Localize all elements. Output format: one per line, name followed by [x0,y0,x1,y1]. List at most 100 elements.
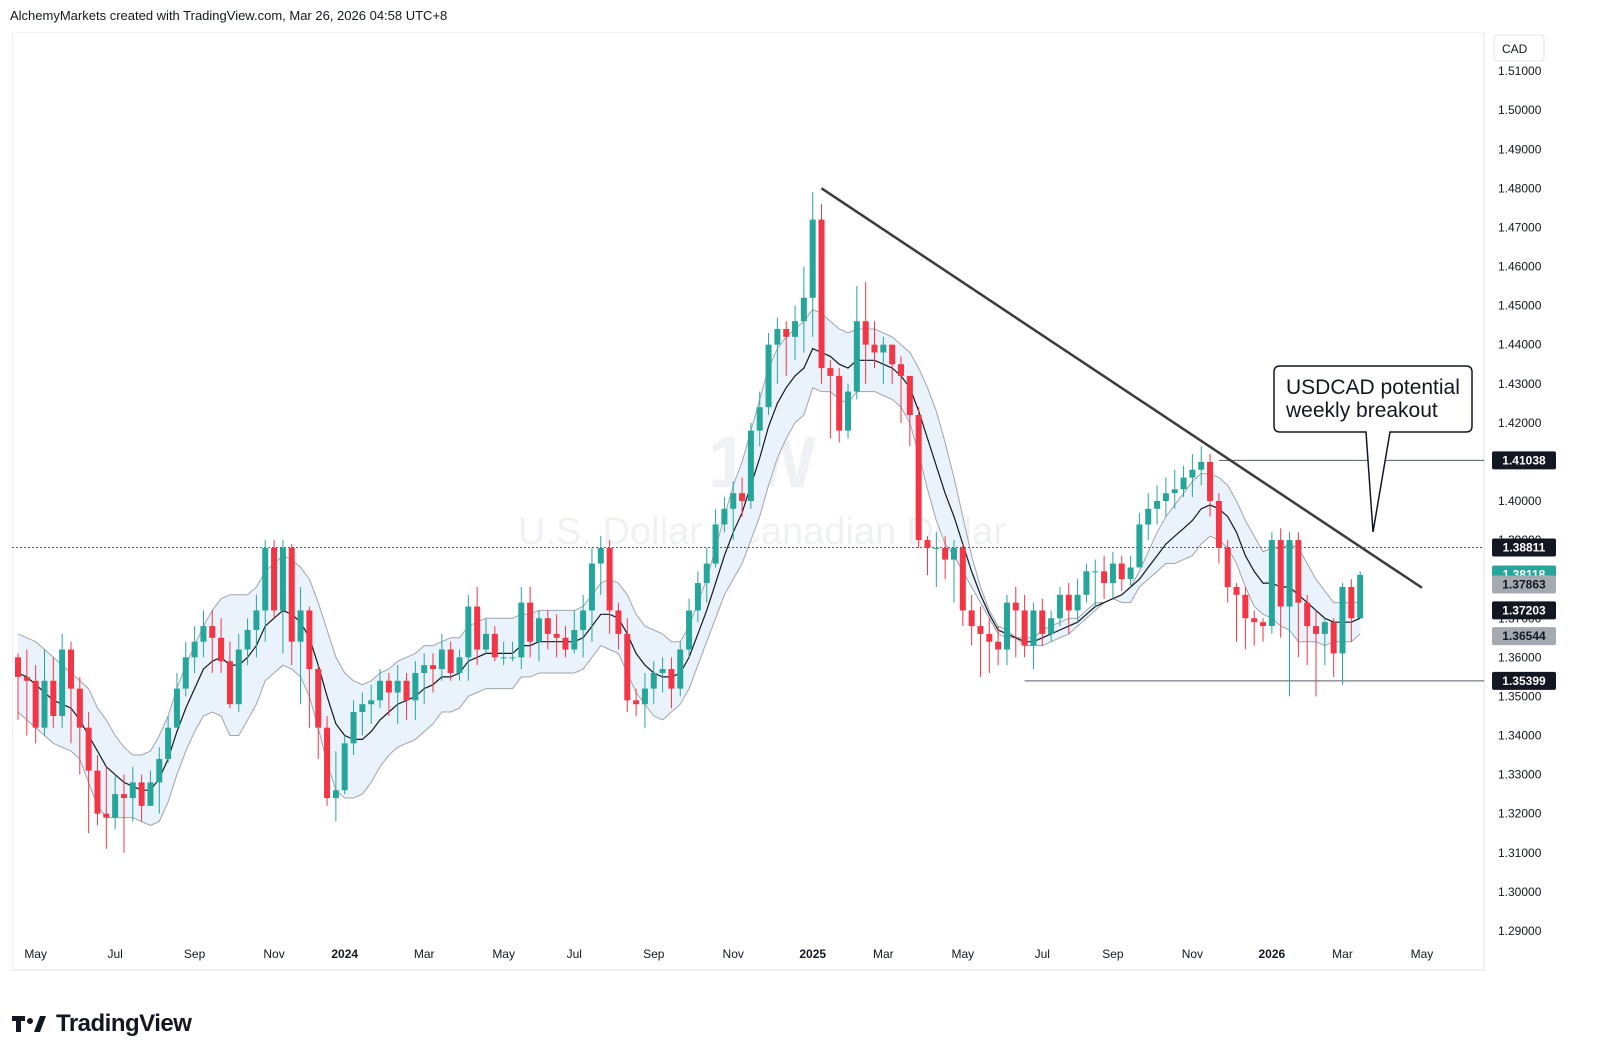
candle-body [1304,602,1311,627]
candle-body [306,610,313,670]
candle-body [1127,567,1134,580]
candle-body [924,540,931,548]
candle-body [1136,524,1143,568]
y-tick-label: 1.34000 [1498,729,1542,743]
callout-line1: USDCAD potential [1286,376,1460,399]
candle-body [562,637,569,650]
x-tick-label: May [951,947,974,961]
candle-body [1048,618,1055,634]
callout-bubble [1273,365,1473,533]
candle-body [730,493,737,509]
price-tag-box [1492,671,1556,690]
candle-body [226,661,233,705]
candle-body [527,602,534,642]
candle-body [103,813,110,818]
candle-body [659,669,666,673]
band-lower-line [17,387,1361,826]
x-tick-label: May [24,947,47,961]
candle-body [765,344,772,408]
candle-body [633,700,640,705]
callout-line2: weekly breakout [1285,399,1438,422]
x-tick-label: May [492,947,515,961]
y-tick-label: 1.33000 [1498,768,1542,782]
candle-body [297,610,304,642]
candle-body [271,547,278,611]
y-tick-label: 1.32000 [1498,807,1542,821]
candle-body [580,610,587,630]
x-tick-label: Nov [723,947,744,961]
candle-body [1330,622,1337,654]
tradingview-logo[interactable]: TradingView [12,1010,192,1038]
candle-body [165,727,172,759]
candle-body [59,649,66,716]
candle-body [182,657,189,689]
candle-body [968,610,975,627]
candle-body [447,649,454,673]
candle-body [112,794,119,818]
y-tick-label: 1.47000 [1498,220,1542,234]
candle-body [668,669,675,689]
candle-body [1180,477,1187,490]
y-axis[interactable]: CAD 1.29000 1.30000 1.31000 1.32000 1.33000 1… [1493,34,1545,938]
chart-caption: AlchemyMarkets created with TradingView.… [10,8,448,23]
candle-body [191,641,198,658]
price-tag-label: 1.35399 [1502,674,1546,688]
candle-body [615,610,622,634]
candle-body [1021,610,1028,646]
candle-body [288,547,295,642]
y-tick-label: 1.44000 [1498,338,1542,352]
price-chart[interactable]: 1W U.S. Dollar / Canadian Dollar USDCAD … [11,31,1592,992]
watermark-instrument: U.S. Dollar / Canadian Dollar [518,511,1006,553]
candle-body [518,602,525,658]
candle-body [50,680,57,716]
candle-body [1348,586,1355,619]
y-tick-label: 1.51000 [1498,64,1542,78]
y-tick-label: 1.50000 [1498,103,1542,117]
x-tick-label: Jul [567,947,582,961]
candle-body [1003,602,1010,650]
candle-body [544,618,551,634]
candle-body [394,680,401,693]
candle-body [403,680,410,701]
y-tick-label: 1.40000 [1498,494,1542,508]
candle-body [94,770,101,814]
candle-body [491,633,498,658]
candle-body [41,680,48,728]
x-tick-label: Mar [873,947,894,961]
candle-body [359,704,366,713]
candle-body [686,610,693,650]
price-tag-box [1492,627,1556,646]
candle-body [235,649,242,705]
candle-body [836,375,843,431]
y-tick-label: 1.46000 [1498,260,1542,274]
candle-body [588,563,595,611]
candle-body [624,633,631,701]
candle-body [1083,571,1090,595]
candle-body [1171,489,1178,494]
candle-body [482,633,489,650]
candle-body [244,629,251,650]
tradingview-logo-icon [12,1016,46,1032]
candle-body [173,688,180,728]
candle-body [1251,618,1258,623]
x-tick-label: 2025 [799,947,826,961]
price-tag-box [1492,538,1556,557]
candle-body [959,547,966,611]
candle-body [1065,594,1072,611]
levels-layer [12,459,1484,682]
y-tick-label: 1.29000 [1498,924,1542,938]
candle-body [906,375,913,416]
candle-body [500,657,507,659]
x-axis[interactable]: May Jul Sep Nov 2024 Mar May Jul Sep Nov 2025 Mar Ma… [24,947,1433,961]
candle-body [1118,563,1125,580]
candle-body [279,547,286,611]
chart-frame[interactable]: 1W U.S. Dollar / Canadian Dollar USDCAD … [11,31,1592,992]
candle-body [412,672,419,701]
candle-body [15,657,21,677]
candle-body [67,649,74,689]
candle-body [809,219,816,298]
candle-body [156,758,163,783]
candle-body [218,637,225,662]
y-tick-label: 1.43000 [1498,377,1542,391]
candle-body [818,219,825,369]
